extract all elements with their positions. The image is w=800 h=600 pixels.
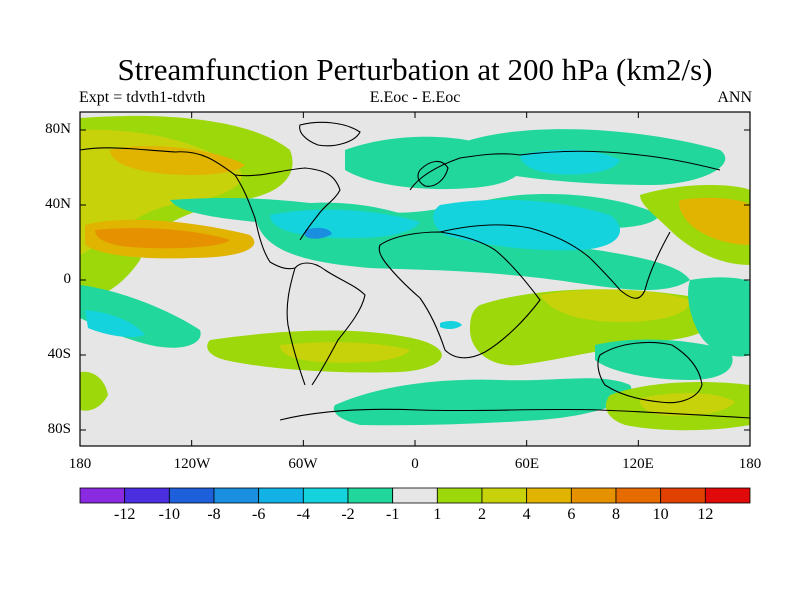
lon-label-0: 0: [411, 456, 419, 472]
coast-north-america-west: [80, 147, 296, 270]
coast-eurasia-south: [439, 224, 671, 299]
region-neg-14: [305, 227, 332, 239]
lon-label-180w: 180: [68, 456, 92, 472]
subtitle-right: ANN: [717, 89, 752, 106]
region-pos-7: [679, 197, 750, 245]
region-pos-5: [95, 228, 230, 249]
colorbar-box-12: [615, 487, 662, 504]
region-neg-11: [595, 339, 733, 380]
colorbar-box-14: [704, 487, 751, 504]
coast-eurasia-north: [409, 150, 721, 191]
region-neg-7: [520, 149, 620, 175]
coast-antarctica: [279, 408, 750, 421]
colorbar-label-10: 6: [567, 506, 576, 523]
region-pos-11: [540, 289, 690, 322]
coast-africa: [378, 231, 541, 359]
colorbar-label-5: -2: [341, 506, 355, 523]
colorbar-box-6: [347, 487, 394, 504]
colorbar-label-7: 1: [433, 506, 442, 523]
colorbar-label-12: 10: [652, 506, 669, 523]
colorbar-box-11: [570, 487, 617, 504]
lat-label-40n: 40N: [45, 196, 71, 212]
chart-title: Streamfunction Perturbation at 200 hPa (…: [117, 52, 713, 87]
colorbar-box-7: [392, 487, 438, 504]
map-field: [80, 112, 750, 446]
region-neg-10: [688, 277, 750, 357]
colorbar-label-11: 8: [612, 506, 620, 523]
colorbar-box-8: [436, 487, 483, 504]
colorbar-label-6: -1: [385, 506, 400, 523]
region-neg-9: [85, 310, 145, 338]
region-pos-4: [110, 145, 245, 176]
colorbar-box-2: [168, 487, 215, 504]
colorbar-box-9: [481, 487, 528, 504]
coastlines: [80, 121, 750, 421]
coast-australia: [597, 341, 703, 404]
colorbar-label-9: 4: [522, 506, 531, 523]
colorbar-box-13: [660, 487, 706, 504]
region-neg-12: [333, 378, 632, 426]
lon-label-120e: 120E: [622, 456, 654, 472]
region-neg-4: [433, 199, 620, 251]
subtitle-left: Expt = tdvth1-tdvth: [79, 89, 206, 106]
colorbar-box-10: [526, 487, 572, 504]
colorbar-label-0: -12: [113, 506, 136, 523]
lat-label-40s: 40S: [47, 346, 71, 362]
lon-label-180e: 180: [738, 456, 762, 472]
colorbar-box-4: [258, 487, 304, 504]
colorbar-label-13: 12: [697, 506, 714, 523]
lat-label-80n: 80N: [45, 121, 71, 137]
lat-label-80s: 80S: [47, 421, 71, 437]
colorbar-box-0: [79, 487, 126, 504]
colorbar-box-3: [213, 487, 260, 504]
subtitle-center: E.Eoc - E.Eoc: [369, 89, 461, 106]
lat-label-0: 0: [63, 271, 72, 287]
region-pos-14: [80, 371, 108, 411]
coast-south-america-west: [286, 267, 306, 386]
lon-label-60e: 60E: [514, 456, 540, 472]
region-pos-13: [639, 393, 735, 416]
map-ticks: [79, 112, 751, 446]
colorbar-box-5: [302, 487, 349, 504]
colorbar-boxes: [79, 487, 751, 504]
region-neg-8: [80, 285, 201, 348]
coast-greenland: [299, 121, 361, 147]
colorbar-label-1: -10: [158, 506, 180, 523]
colorbar-label-3: -6: [251, 506, 266, 523]
lon-label-60w: 60W: [288, 456, 318, 472]
lon-label-120w: 120W: [173, 456, 211, 472]
coast-south-america-east: [294, 262, 366, 386]
colorbar-label-2: -8: [207, 506, 221, 523]
coast-north-america-east: [234, 167, 341, 241]
colorbar-label-4: -4: [296, 506, 310, 523]
colorbar-label-8: 2: [478, 506, 486, 523]
coast-europe: [417, 160, 449, 187]
colorbar-box-1: [124, 487, 170, 504]
region-neg-13: [440, 320, 462, 330]
region-pos-9: [280, 342, 410, 363]
